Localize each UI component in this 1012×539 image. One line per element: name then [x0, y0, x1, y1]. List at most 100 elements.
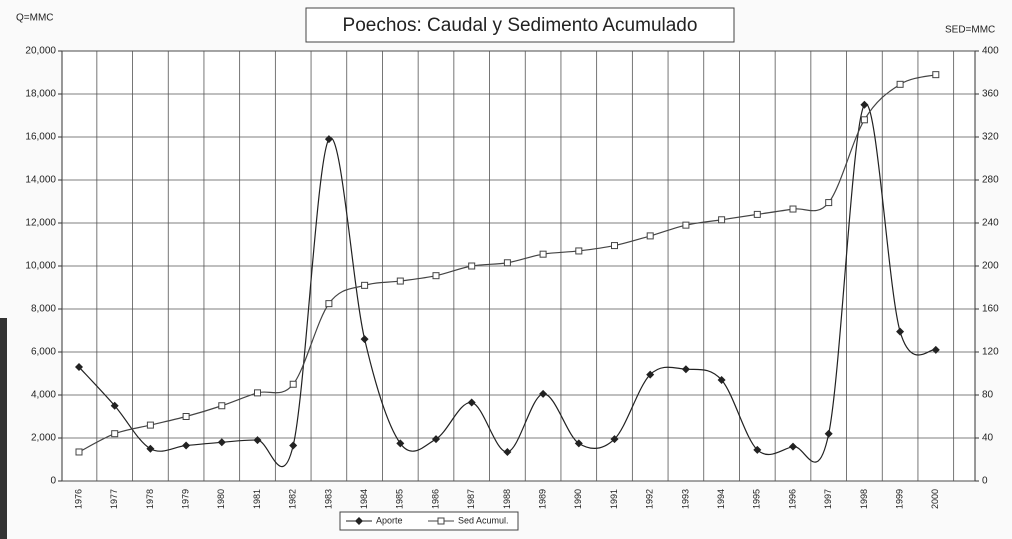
marker: [539, 250, 547, 258]
x-tick-label: 1988: [502, 489, 512, 509]
marker: [325, 300, 333, 308]
marker: [468, 262, 476, 270]
x-tick-label: 1987: [466, 489, 476, 509]
y-tick-label: 0: [50, 476, 56, 487]
y-tick-label: 16,000: [25, 132, 56, 143]
y-tick-label: 20,000: [25, 46, 56, 57]
y-tick-label: 10,000: [25, 261, 56, 272]
marker: [825, 199, 833, 207]
legend-label: Aporte: [376, 515, 403, 525]
marker: [610, 435, 619, 444]
x-tick-label: 2000: [930, 489, 940, 509]
marker: [575, 247, 583, 255]
marker: [146, 444, 155, 453]
x-tick-label: 1993: [680, 489, 690, 509]
marker: [860, 100, 869, 109]
y-tick-label: 4,000: [31, 390, 56, 401]
x-tick-label: 1992: [645, 489, 655, 509]
marker: [646, 232, 654, 240]
marker: [361, 281, 369, 289]
marker: [324, 135, 333, 144]
marker: [789, 205, 797, 213]
marker: [860, 116, 868, 124]
marker: [896, 327, 905, 336]
marker: [503, 259, 511, 267]
y2-tick-label: 0: [982, 476, 988, 487]
x-tick-label: 1998: [859, 489, 869, 509]
marker: [396, 277, 404, 285]
x-tick-label: 1996: [787, 489, 797, 509]
marker: [182, 413, 190, 420]
x-tick-label: 1982: [288, 489, 298, 509]
marker: [539, 389, 548, 398]
marker: [182, 441, 191, 450]
marker: [753, 210, 761, 218]
scan-edge: [0, 318, 7, 539]
legend-label: Sed Acumul.: [458, 515, 509, 525]
y2-tick-label: 400: [982, 46, 999, 57]
marker: [896, 80, 904, 88]
marker: [753, 445, 762, 454]
marker: [503, 447, 512, 456]
y-tick-label: 14,000: [25, 175, 56, 186]
y2-tick-label: 280: [982, 175, 999, 186]
y-tick-label: 12,000: [25, 218, 56, 229]
marker: [289, 441, 298, 450]
x-tick-label: 1995: [752, 489, 762, 509]
y-tick-label: 18,000: [25, 89, 56, 100]
marker: [75, 363, 83, 372]
marker: [146, 421, 154, 429]
legend-marker: [437, 517, 445, 525]
marker: [217, 438, 226, 447]
marker: [360, 335, 369, 344]
marker: [717, 375, 726, 384]
marker: [646, 370, 655, 379]
x-tick-label: 1989: [537, 489, 547, 509]
y2-tick-label: 120: [982, 347, 999, 358]
marker: [574, 439, 583, 448]
y2-tick-label: 200: [982, 261, 999, 272]
x-tick-label: 1980: [216, 489, 226, 509]
marker: [611, 242, 618, 250]
y-tick-label: 2,000: [31, 433, 56, 444]
x-tick-label: 1978: [145, 489, 155, 509]
marker: [932, 71, 940, 79]
y2-tick-label: 320: [982, 132, 999, 143]
marker: [681, 365, 690, 374]
marker: [253, 436, 262, 445]
x-tick-label: 1985: [395, 489, 405, 509]
marker: [931, 345, 940, 354]
marker: [218, 402, 226, 410]
y2-tick-label: 360: [982, 89, 999, 100]
y2-tick-label: 160: [982, 304, 999, 315]
x-tick-label: 1997: [823, 489, 833, 509]
x-tick-label: 1977: [109, 489, 119, 509]
x-tick-label: 1976: [73, 489, 83, 509]
x-tick-label: 1999: [894, 489, 904, 509]
y-axis-label: Q=MMC: [16, 13, 54, 24]
x-tick-label: 1986: [430, 489, 440, 509]
marker: [75, 448, 83, 456]
chart-title: Poechos: Caudal y Sedimento Acumulado: [343, 15, 698, 36]
marker: [467, 398, 476, 407]
marker: [396, 439, 405, 448]
marker: [824, 429, 833, 438]
x-tick-label: 1983: [323, 489, 333, 509]
x-tick-label: 1981: [252, 489, 262, 509]
x-tick-label: 1994: [716, 489, 726, 509]
x-tick-label: 1984: [359, 489, 369, 509]
marker: [110, 401, 119, 410]
marker: [432, 435, 440, 444]
marker: [789, 442, 797, 451]
marker: [111, 430, 119, 438]
x-tick-label: 1991: [609, 489, 619, 509]
legend-marker: [355, 517, 363, 525]
x-tick-label: 1979: [180, 489, 190, 509]
y2-axis-label: SED=MMC: [945, 25, 995, 36]
marker: [432, 272, 440, 280]
marker: [718, 216, 726, 224]
y-tick-label: 8,000: [31, 304, 56, 315]
y-tick-label: 6,000: [31, 347, 56, 358]
y2-tick-label: 80: [982, 390, 994, 401]
